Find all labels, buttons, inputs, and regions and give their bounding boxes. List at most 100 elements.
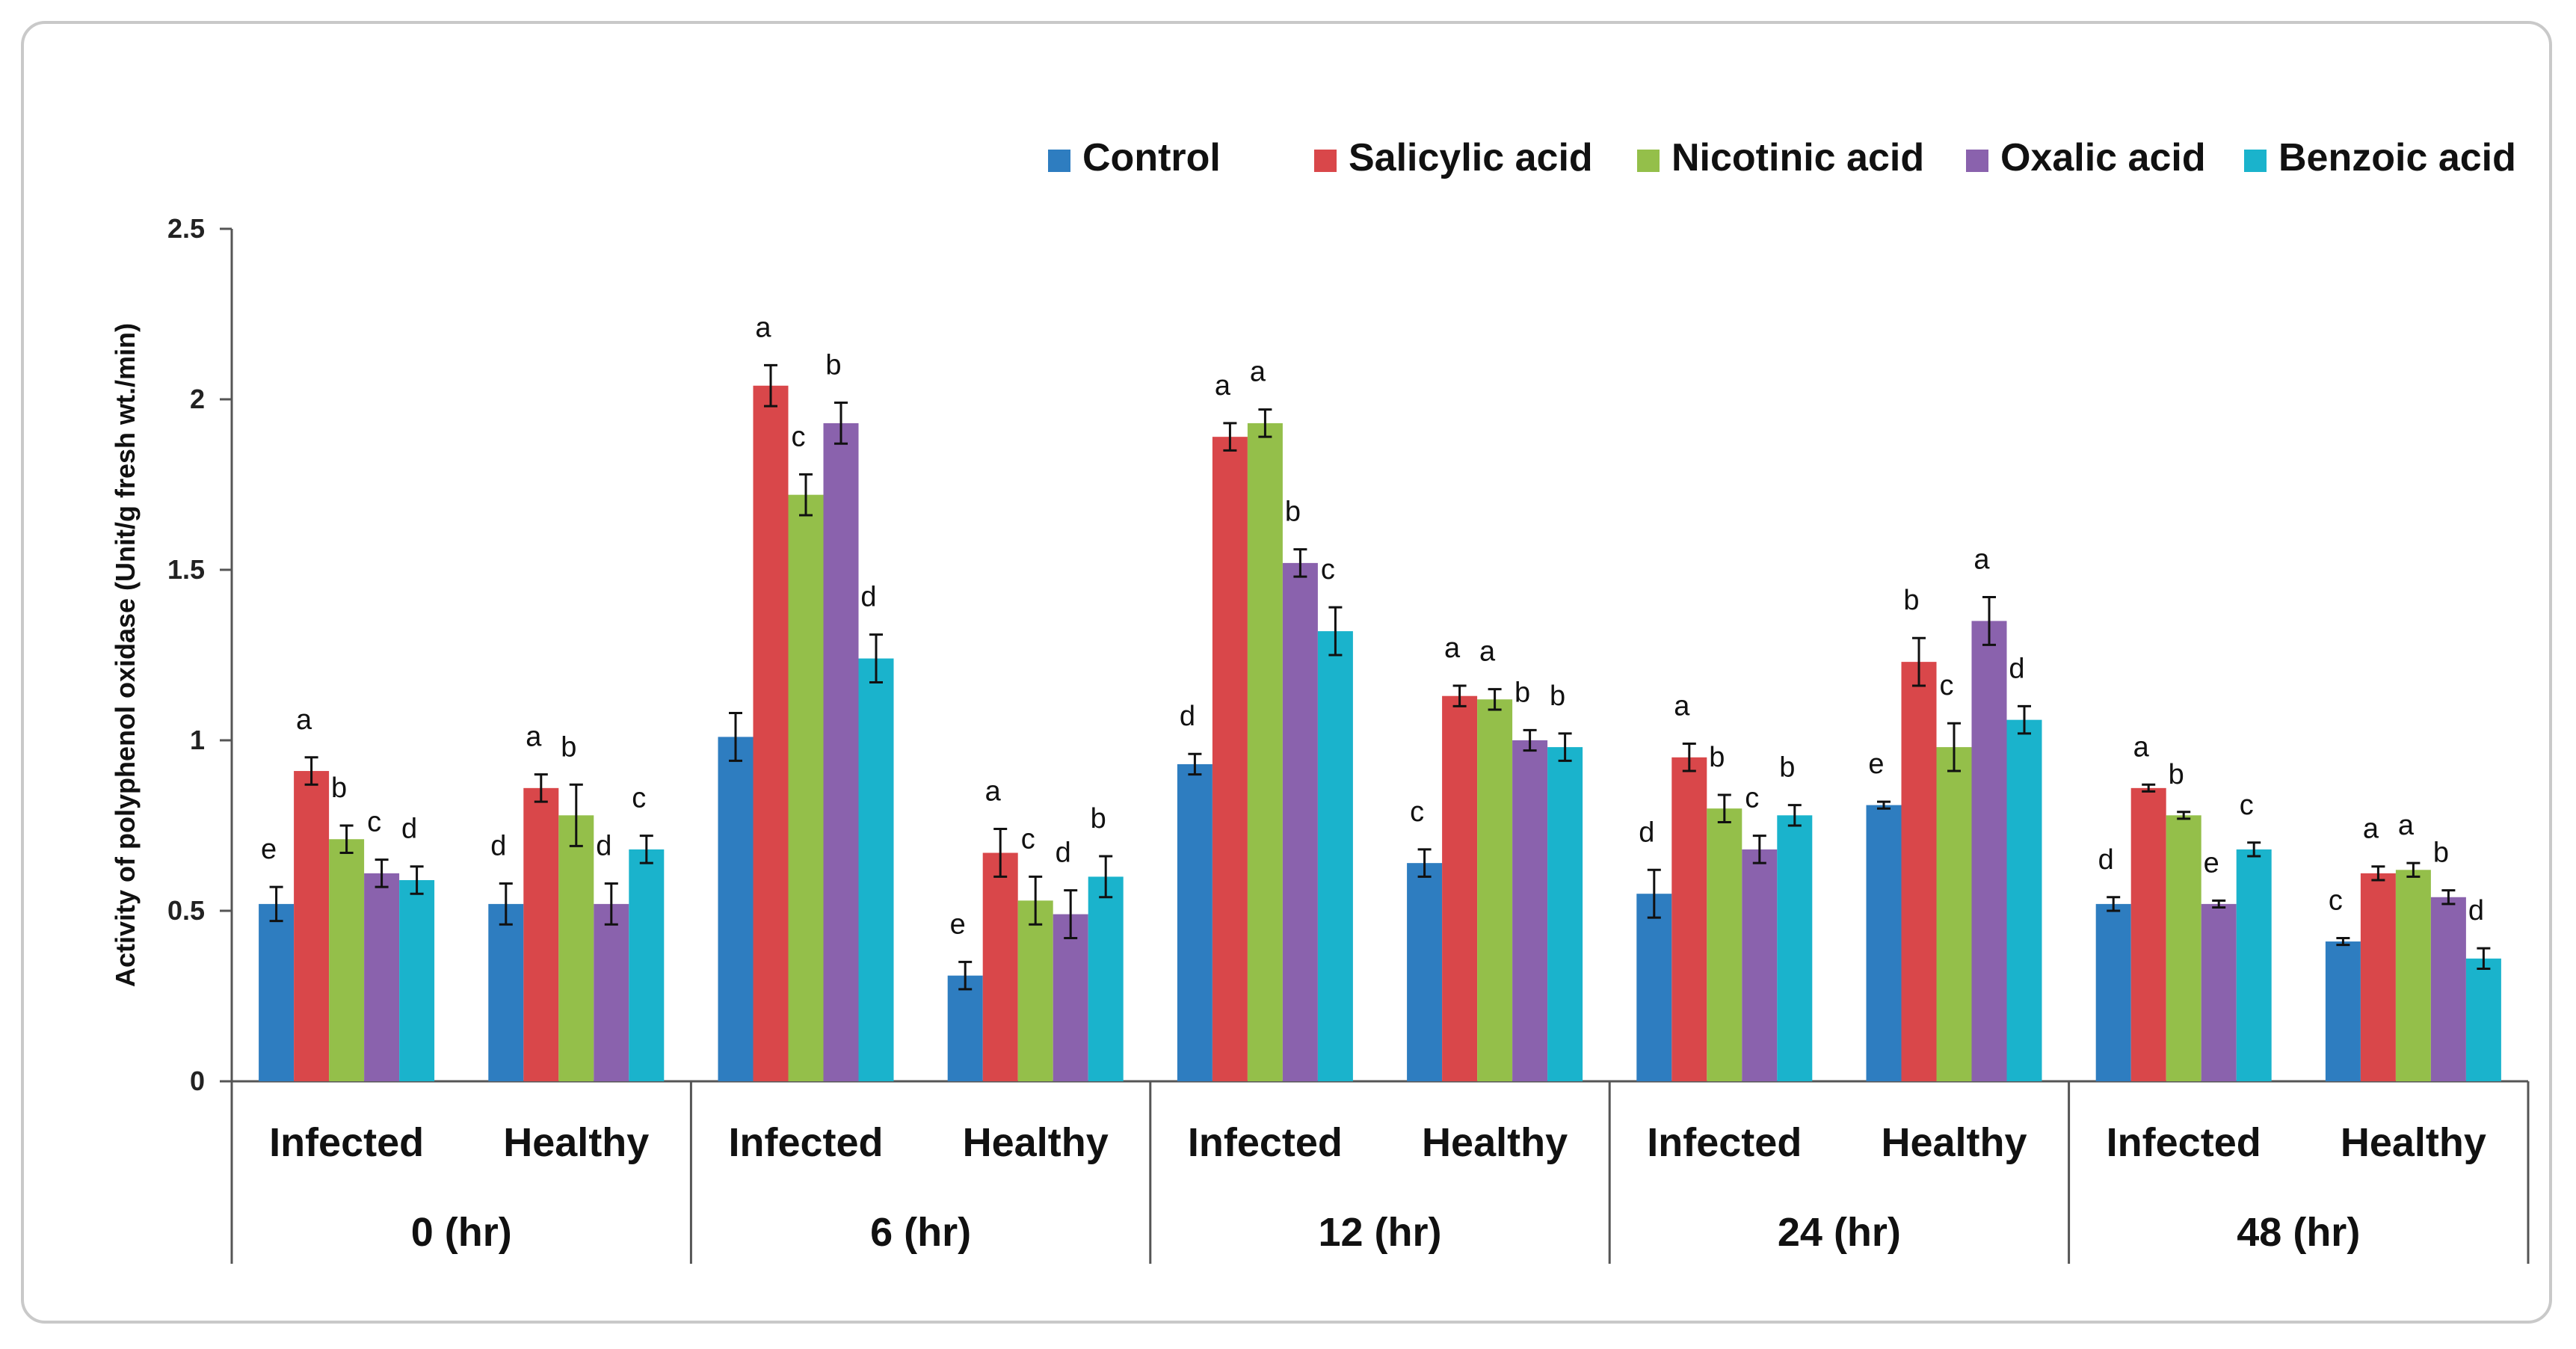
- bar: [718, 737, 754, 1081]
- category-label: Infected: [269, 1120, 424, 1165]
- group-label: 12 (hr): [1318, 1210, 1441, 1255]
- significance-label: b: [2433, 838, 2449, 869]
- bar: [1707, 808, 1743, 1081]
- bar: [1742, 849, 1778, 1081]
- significance-label: d: [596, 831, 611, 862]
- significance-label: a: [1250, 357, 1266, 388]
- legend-label: Salicylic acid: [1349, 136, 1593, 179]
- significance-label: b: [2169, 759, 2184, 790]
- y-tick-label: 2.5: [167, 213, 205, 244]
- y-tick-label: 2: [190, 384, 205, 414]
- significance-label: e: [2204, 847, 2219, 879]
- category-label: Infected: [2107, 1120, 2261, 1165]
- axes: 0 0.5 1 1.5 2 2.5 Activity of polyphenol oxida…: [110, 213, 2530, 1264]
- significance-label: a: [296, 704, 312, 736]
- bar: [329, 839, 365, 1081]
- bar: [1317, 631, 1353, 1081]
- significance-label: a: [2133, 731, 2150, 763]
- bar: [982, 852, 1018, 1081]
- significance-label: a: [526, 722, 542, 753]
- bar: [558, 815, 594, 1081]
- y-tick-label: 1: [190, 725, 205, 755]
- category-label: Healthy: [1881, 1120, 2027, 1165]
- bar: [2236, 849, 2272, 1081]
- category-label: Healthy: [963, 1120, 1109, 1165]
- bar: [1177, 763, 1212, 1081]
- bar: [629, 849, 665, 1081]
- significance-label: a: [1444, 633, 1461, 664]
- significance-label: b: [1903, 585, 1919, 616]
- significance-label: c: [1745, 783, 1759, 814]
- bar: [1088, 876, 1124, 1081]
- bar: [1282, 562, 1318, 1081]
- significance-label: b: [1091, 803, 1106, 835]
- significance-label: a: [2398, 810, 2415, 841]
- bar: [1442, 695, 1478, 1081]
- significance-label: d: [1639, 817, 1654, 848]
- bar: [1636, 894, 1672, 1081]
- bar: [1547, 747, 1583, 1081]
- significance-label: c: [2329, 885, 2343, 916]
- bar: [1017, 900, 1053, 1081]
- significance-label: d: [401, 814, 417, 845]
- legend-swatch: [1966, 150, 1988, 172]
- bar: [594, 903, 629, 1081]
- bar: [2130, 787, 2166, 1081]
- bar: [2465, 958, 2501, 1081]
- bar: [488, 903, 524, 1081]
- significance-label: d: [2468, 895, 2484, 927]
- legend-swatch: [1048, 150, 1070, 172]
- significance-label: d: [1056, 838, 1071, 869]
- bar: [2395, 870, 2431, 1081]
- significance-label: b: [1709, 742, 1725, 773]
- bar: [1247, 422, 1283, 1081]
- significance-label: d: [2098, 844, 2114, 876]
- category-label: Infected: [1647, 1120, 1802, 1165]
- bar: [788, 494, 824, 1081]
- significance-label: c: [1410, 796, 1424, 828]
- bar: [399, 879, 435, 1081]
- significance-label: b: [1779, 752, 1795, 784]
- significance-label: a: [1674, 691, 1690, 722]
- significance-label: c: [1321, 554, 1335, 586]
- significance-label: c: [792, 421, 806, 452]
- significance-label: b: [1515, 677, 1530, 708]
- significance-label: d: [2009, 653, 2024, 684]
- significance-label: e: [261, 834, 277, 865]
- bar: [823, 422, 859, 1081]
- bar: [1777, 815, 1813, 1081]
- group-label: 0 (hr): [411, 1210, 512, 1255]
- significance-label: b: [1285, 497, 1301, 528]
- significance-label: d: [490, 831, 506, 862]
- legend-swatch: [1637, 150, 1660, 172]
- bar: [2201, 903, 2237, 1081]
- group-label: 6 (hr): [870, 1210, 971, 1255]
- category-label: Healthy: [1422, 1120, 1568, 1165]
- significance-label: e: [1868, 749, 1884, 780]
- significance-label: a: [755, 312, 771, 343]
- y-axis-title: Activity of polyphenol oxidase (Unit/g f…: [110, 323, 141, 987]
- bar: [1053, 914, 1088, 1081]
- legend-swatch: [2244, 150, 2267, 172]
- bar: [1477, 699, 1513, 1081]
- bar: [1866, 805, 1902, 1081]
- y-tick-label: 0: [190, 1066, 205, 1096]
- bar: [523, 787, 559, 1081]
- significance-label: a: [2363, 814, 2379, 845]
- significance-label: e: [950, 909, 966, 940]
- bar: [2095, 903, 2131, 1081]
- bar: [259, 903, 295, 1081]
- group-label: 48 (hr): [2237, 1210, 2360, 1255]
- y-tick-label: 0.5: [167, 895, 205, 926]
- bar: [294, 771, 330, 1081]
- significance-label: c: [1940, 670, 1954, 701]
- significance-label: b: [825, 350, 841, 381]
- significance-label: a: [1479, 636, 1496, 668]
- bar: [1901, 662, 1937, 1081]
- legend-label: Control: [1082, 136, 1221, 179]
- bar: [947, 975, 983, 1081]
- legend-label: Benzoic acid: [2278, 136, 2516, 179]
- legend-swatch: [1314, 150, 1337, 172]
- y-tick-label: 1.5: [167, 554, 205, 585]
